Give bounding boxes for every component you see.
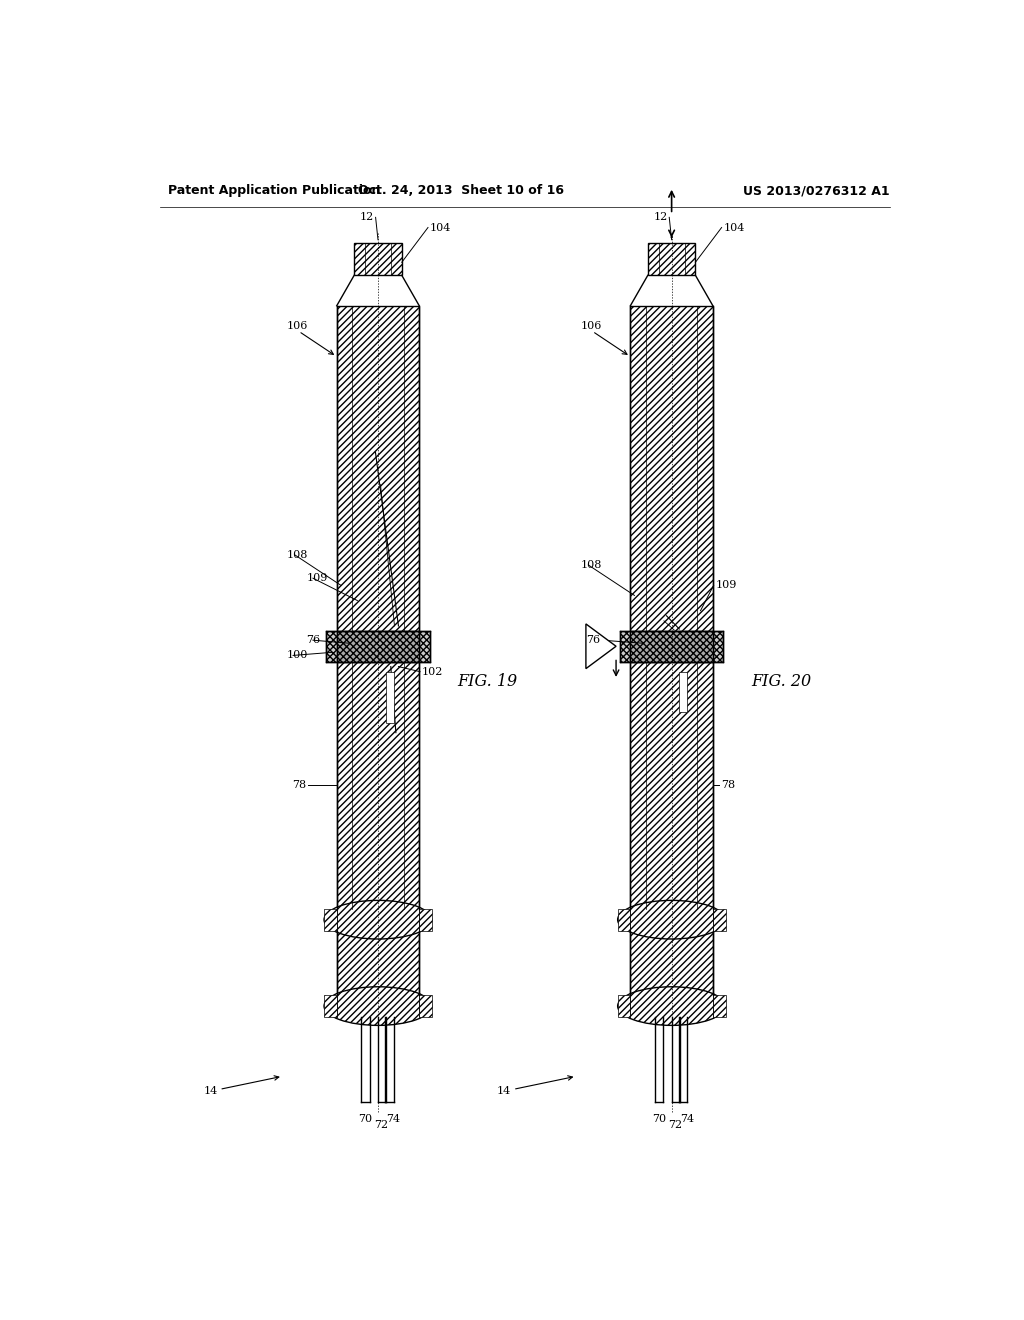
Text: Oct. 24, 2013  Sheet 10 of 16: Oct. 24, 2013 Sheet 10 of 16 (358, 185, 564, 198)
Bar (386, 672, 394, 722)
Text: 78: 78 (721, 780, 735, 789)
Bar (337, 931, 419, 995)
Bar (327, 631, 337, 661)
Bar (419, 908, 432, 931)
Ellipse shape (324, 987, 432, 1026)
Text: 104: 104 (430, 223, 451, 232)
Text: 102: 102 (422, 667, 443, 677)
Text: 76: 76 (586, 635, 600, 645)
Bar (631, 931, 713, 995)
Text: 12: 12 (653, 213, 668, 222)
Text: 100: 100 (287, 651, 308, 660)
Bar (337, 661, 419, 908)
Text: 72: 72 (375, 1119, 389, 1130)
Text: 74: 74 (680, 1114, 694, 1123)
Text: 70: 70 (651, 1114, 666, 1123)
Bar (713, 908, 726, 931)
Text: 78: 78 (293, 780, 306, 789)
Text: US 2013/0276312 A1: US 2013/0276312 A1 (743, 185, 890, 198)
Text: 104: 104 (723, 223, 744, 232)
Text: 76: 76 (306, 635, 321, 645)
Bar (679, 672, 687, 713)
Bar (617, 908, 631, 931)
Bar (337, 306, 419, 631)
Ellipse shape (617, 987, 726, 1026)
Bar (419, 631, 430, 661)
Bar (631, 306, 713, 631)
Bar (419, 995, 432, 1018)
Text: 12: 12 (359, 213, 374, 222)
Text: Patent Application Publication: Patent Application Publication (168, 185, 380, 198)
Text: 106: 106 (581, 321, 602, 331)
Bar (617, 995, 631, 1018)
Text: 108: 108 (287, 550, 308, 560)
Text: 108: 108 (581, 560, 602, 570)
Text: 70: 70 (358, 1114, 372, 1123)
Ellipse shape (617, 900, 726, 939)
Bar (324, 995, 337, 1018)
Ellipse shape (324, 900, 432, 939)
Bar (713, 995, 726, 1018)
Polygon shape (586, 624, 616, 669)
Bar (621, 631, 631, 661)
Bar (337, 631, 419, 661)
Bar (324, 908, 337, 931)
Text: 109: 109 (716, 581, 736, 590)
Bar (631, 631, 713, 661)
Text: FIG. 20: FIG. 20 (751, 673, 811, 690)
Text: 106: 106 (287, 321, 308, 331)
Bar (713, 631, 723, 661)
Bar (631, 661, 713, 908)
Text: 109: 109 (306, 573, 328, 583)
Bar (354, 243, 401, 276)
Text: 14: 14 (497, 1086, 511, 1097)
Text: 72: 72 (669, 1119, 682, 1130)
Bar (648, 243, 695, 276)
Text: FIG. 19: FIG. 19 (458, 673, 517, 690)
Text: 74: 74 (386, 1114, 400, 1123)
Text: 14: 14 (204, 1086, 218, 1097)
